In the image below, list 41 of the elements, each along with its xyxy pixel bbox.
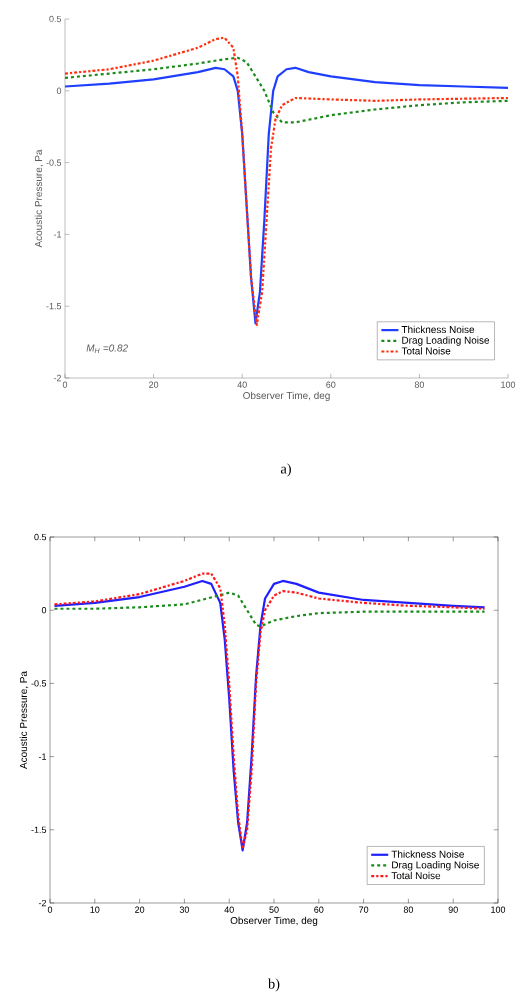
x-tick-label: 0 — [62, 381, 68, 388]
legend-label: Total Noise — [391, 871, 441, 880]
text: b) — [268, 978, 280, 992]
x-tick-label: 10 — [90, 906, 100, 913]
x-axis-title: Observer Time, deg — [230, 916, 318, 926]
y-tick-label: -1.5 — [31, 826, 47, 833]
x-tick-label: 60 — [326, 381, 336, 388]
annotation: M$_{H}$ =0.82 — [86, 344, 128, 353]
legend-label: Total Noise — [401, 347, 451, 355]
legend-label: Drag Loading Noise — [402, 336, 490, 346]
x-tick-label: 70 — [359, 906, 369, 913]
x-axis-title: Observer Time, deg — [243, 391, 330, 401]
x-tick-label: 20 — [135, 906, 145, 913]
x-tick-label: 80 — [414, 381, 425, 388]
text: a) — [280, 463, 291, 477]
x-tick-label: 80 — [403, 906, 414, 913]
x-tick-label: 40 — [237, 381, 247, 388]
y-axis-title: Acoustic Pressure, Pa — [19, 671, 29, 769]
y-axis-title: Acoustic Pressure, Pa — [34, 149, 44, 248]
y-tick-label: 0.5 — [49, 15, 62, 23]
y-tick-label: -1 — [53, 231, 62, 238]
legend-label: Thickness Noise — [391, 850, 464, 858]
y-tick-label: -2 — [53, 374, 62, 382]
x-tick-label: 90 — [448, 906, 458, 913]
y-tick-label: 0 — [56, 87, 62, 94]
x-tick-label: 30 — [179, 906, 190, 913]
legend-label: Drag Loading Noise — [392, 861, 479, 871]
x-tick-label: 60 — [314, 906, 324, 913]
y-tick-label: -2 — [38, 899, 47, 907]
x-tick-label: 100 — [501, 381, 516, 388]
x-tick-label: 20 — [149, 381, 159, 388]
y-tick-label: 0.5 — [34, 533, 47, 541]
legend-label: Thickness Noise — [401, 325, 475, 334]
x-tick-label: 100 — [491, 906, 506, 913]
y-tick-label: -1.5 — [46, 303, 62, 310]
y-tick-label: 0 — [41, 607, 47, 614]
y-tick-label: -1 — [38, 753, 47, 760]
x-tick-label: 40 — [224, 906, 234, 913]
y-tick-label: -0.5 — [46, 159, 62, 166]
y-tick-label: -0.5 — [31, 680, 47, 687]
x-tick-label: 50 — [269, 906, 279, 913]
